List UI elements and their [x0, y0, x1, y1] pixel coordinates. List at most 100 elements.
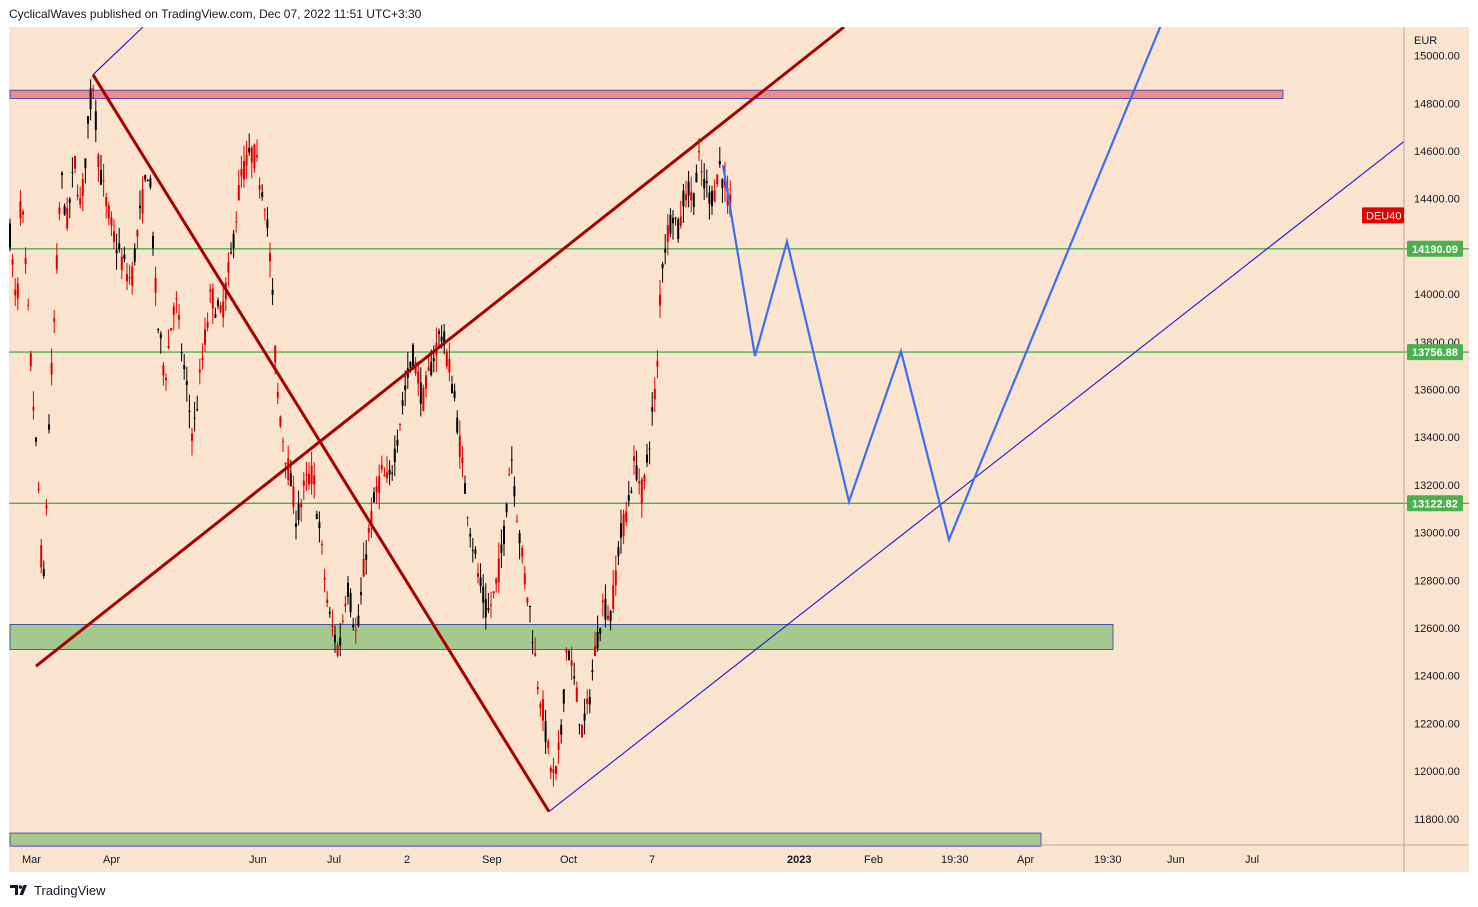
- candle-body: [336, 644, 339, 656]
- candle-body: [48, 424, 50, 430]
- candle: [110, 211, 113, 237]
- candle-body: [607, 615, 609, 620]
- channel-line-1: [35, 27, 845, 668]
- candle: [126, 262, 128, 291]
- candle-body: [360, 591, 362, 595]
- candle: [510, 446, 513, 474]
- candle-body: [705, 181, 708, 184]
- candle-body: [396, 439, 399, 446]
- candle-body: [513, 486, 516, 497]
- candle: [500, 529, 503, 569]
- candle-body: [401, 400, 404, 406]
- candle-body: [391, 472, 394, 474]
- candle-body: [713, 190, 716, 202]
- candle: [477, 563, 479, 584]
- candle-body: [279, 416, 282, 427]
- tradingview-logo-icon[interactable]: [9, 883, 29, 897]
- candle-body: [175, 298, 178, 300]
- candle-body: [490, 604, 492, 606]
- candle: [201, 343, 204, 370]
- candle: [211, 283, 214, 324]
- candle: [318, 511, 321, 543]
- candle: [552, 757, 555, 787]
- candle: [445, 348, 448, 370]
- candle: [682, 183, 685, 224]
- candle: [243, 145, 245, 188]
- candle-body: [282, 441, 284, 443]
- chart-area[interactable]: [9, 27, 1469, 872]
- candle-body: [165, 377, 167, 381]
- candle-body: [256, 155, 258, 158]
- candle-body: [284, 462, 287, 465]
- candle: [232, 229, 235, 259]
- candles-layer: [9, 79, 732, 787]
- candle-body: [84, 158, 87, 169]
- candle-body: [53, 318, 56, 322]
- candle-body: [529, 606, 531, 608]
- candle: [703, 163, 706, 201]
- candle: [505, 502, 508, 518]
- candle-body: [170, 328, 173, 331]
- candle: [100, 155, 102, 186]
- candle-body: [50, 362, 53, 375]
- price-chart[interactable]: EUR 11800.00 12000.00 12200.00 12400.00 12600…: [9, 27, 1469, 872]
- candle: [256, 139, 258, 162]
- candle-body: [516, 521, 518, 523]
- candle-body: [76, 194, 79, 197]
- candle-body: [617, 546, 620, 557]
- candle-body: [235, 221, 238, 223]
- candle-body: [448, 359, 451, 373]
- candle: [167, 329, 170, 350]
- y-tick-label: 14600.00: [1414, 146, 1460, 158]
- candle-body: [547, 741, 550, 748]
- candle-body: [289, 472, 292, 487]
- candle-body: [430, 361, 433, 376]
- candle: [334, 625, 336, 653]
- candle: [687, 170, 690, 208]
- candle-body: [157, 329, 160, 331]
- candle-body: [292, 486, 295, 507]
- candle: [193, 401, 196, 432]
- candle: [391, 465, 394, 481]
- x-tick-label: Jul: [1245, 854, 1259, 866]
- candle-body: [679, 216, 682, 226]
- candle: [149, 175, 152, 190]
- candle-body: [534, 653, 537, 656]
- candle-body: [568, 651, 570, 661]
- support-levels-layer: [9, 248, 1469, 504]
- candle: [539, 701, 542, 717]
- candle-body: [695, 172, 698, 183]
- candle-body: [230, 252, 232, 254]
- candle: [227, 252, 230, 286]
- candle-body: [466, 517, 469, 519]
- candle-body: [19, 201, 22, 219]
- candle-body: [253, 144, 256, 169]
- candle: [339, 622, 342, 657]
- candle-body: [708, 192, 711, 204]
- candle: [583, 698, 586, 735]
- candle: [562, 689, 565, 713]
- candle: [271, 278, 274, 306]
- candle: [71, 157, 74, 188]
- candle: [81, 172, 84, 212]
- candle: [331, 609, 334, 637]
- candle: [344, 595, 347, 613]
- y-tick-label: 12200.00: [1414, 718, 1460, 730]
- candle: [326, 591, 329, 608]
- y-tick-label: 12600.00: [1414, 623, 1460, 635]
- candle: [217, 297, 219, 310]
- candle: [183, 353, 186, 380]
- candle: [555, 765, 557, 780]
- candle: [321, 540, 323, 555]
- candle: [596, 615, 599, 652]
- candle: [165, 373, 167, 392]
- candle: [419, 367, 422, 417]
- candle: [347, 575, 349, 605]
- candle: [492, 591, 495, 599]
- candle-body: [531, 642, 534, 644]
- candle: [529, 605, 531, 623]
- candle: [276, 382, 279, 405]
- candle: [677, 217, 680, 243]
- candle-body: [614, 570, 617, 586]
- candle-body: [232, 233, 235, 249]
